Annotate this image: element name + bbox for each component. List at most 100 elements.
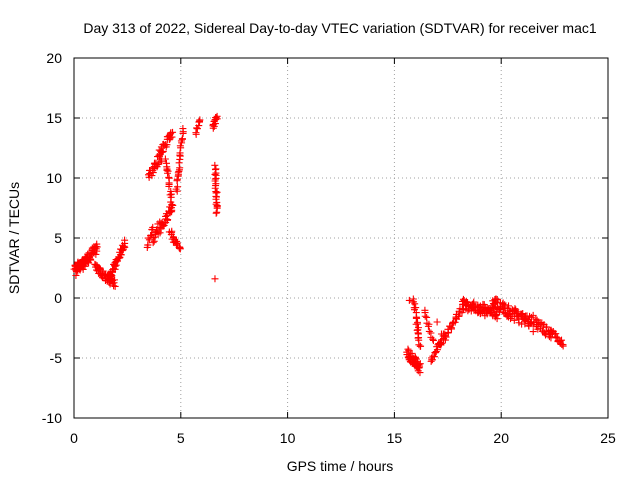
data-point (437, 341, 445, 349)
x-axis-label: GPS time / hours (287, 458, 394, 474)
data-point (211, 184, 219, 192)
x-tick-label: 20 (493, 430, 509, 446)
data-point (159, 222, 167, 230)
x-tick-label: 25 (600, 430, 616, 446)
data-point (168, 204, 176, 212)
data-point (108, 272, 116, 280)
data-point (178, 135, 186, 143)
data-point (176, 151, 184, 159)
data-point (543, 323, 551, 331)
data-point (451, 318, 459, 326)
y-tick-label: 15 (46, 110, 62, 126)
data-point (176, 142, 184, 150)
data-point (148, 172, 156, 180)
data-point (413, 314, 421, 322)
data-point (168, 227, 176, 235)
data-point (192, 129, 200, 137)
y-tick-label: -5 (50, 350, 63, 366)
data-point (175, 167, 183, 175)
data-point (470, 298, 478, 306)
data-point (144, 241, 152, 249)
data-point (154, 161, 162, 169)
data-point (444, 329, 452, 337)
data-point (529, 311, 537, 319)
data-point (424, 322, 432, 330)
data-point (150, 237, 158, 245)
grid (74, 58, 608, 418)
data-point (193, 124, 201, 132)
y-tick-label: 0 (54, 290, 62, 306)
data-point (417, 342, 425, 350)
data-point (164, 169, 172, 177)
data-point (173, 239, 181, 247)
tick-marks (73, 57, 609, 419)
data-point (433, 318, 441, 326)
data-point (168, 133, 176, 141)
data-point (121, 236, 129, 244)
data-point (161, 155, 169, 163)
data-point (105, 275, 113, 283)
data-point (144, 171, 152, 179)
data-point (173, 175, 181, 183)
data-point (196, 116, 204, 124)
data-point (408, 349, 416, 357)
x-tick-label: 10 (280, 430, 296, 446)
data-point (176, 245, 184, 253)
data-point (175, 159, 183, 167)
data-point (212, 209, 220, 217)
data-point (174, 183, 182, 191)
data-point (429, 335, 437, 343)
data-point (405, 296, 413, 304)
data-point (173, 237, 181, 245)
data-point (559, 342, 567, 350)
y-tick-label: 20 (46, 50, 62, 66)
data-point (425, 327, 433, 335)
data-point (212, 114, 220, 122)
y-axis-label: SDTVAR / TECUs (6, 182, 22, 294)
data-point (415, 334, 423, 342)
data-point (151, 233, 159, 241)
data-point (455, 312, 463, 320)
data-point (421, 312, 429, 320)
data-point (416, 360, 424, 368)
data-point (93, 243, 101, 251)
data-point (211, 275, 219, 283)
data-point (149, 223, 157, 231)
chart-title: Day 313 of 2022, Sidereal Day-to-day VTE… (83, 20, 596, 36)
data-point (529, 328, 537, 336)
y-tick-label: 5 (54, 230, 62, 246)
data-point (556, 337, 564, 345)
data-point (157, 157, 165, 165)
data-point (211, 161, 219, 169)
x-tick-label: 5 (177, 430, 185, 446)
x-tick-label: 0 (70, 430, 78, 446)
data-point (404, 345, 412, 353)
data-point (213, 188, 221, 196)
data-point (111, 282, 119, 290)
data-point (416, 363, 424, 371)
data-point (145, 236, 153, 244)
data-point (213, 208, 221, 216)
data-point (413, 318, 421, 326)
y-tick-label: 10 (46, 170, 62, 186)
data-point (429, 336, 437, 344)
data-point (164, 216, 172, 224)
data-point (552, 333, 560, 341)
data-point (433, 346, 441, 354)
data-point (430, 353, 438, 361)
data-point (492, 295, 500, 303)
data-point (510, 316, 518, 324)
data-point (81, 262, 89, 270)
data-point (547, 334, 555, 342)
data-point (156, 223, 164, 231)
x-tick-label: 15 (387, 430, 403, 446)
data-point (120, 244, 128, 252)
tick-labels: 0 5 10 15 20 25 -10 -5 0 5 10 15 20 (42, 50, 616, 446)
data-point (505, 302, 513, 310)
data-series (70, 112, 567, 377)
data-point (159, 147, 167, 155)
y-tick-label: -10 (42, 410, 62, 426)
data-point (169, 128, 177, 136)
data-point (421, 306, 429, 314)
